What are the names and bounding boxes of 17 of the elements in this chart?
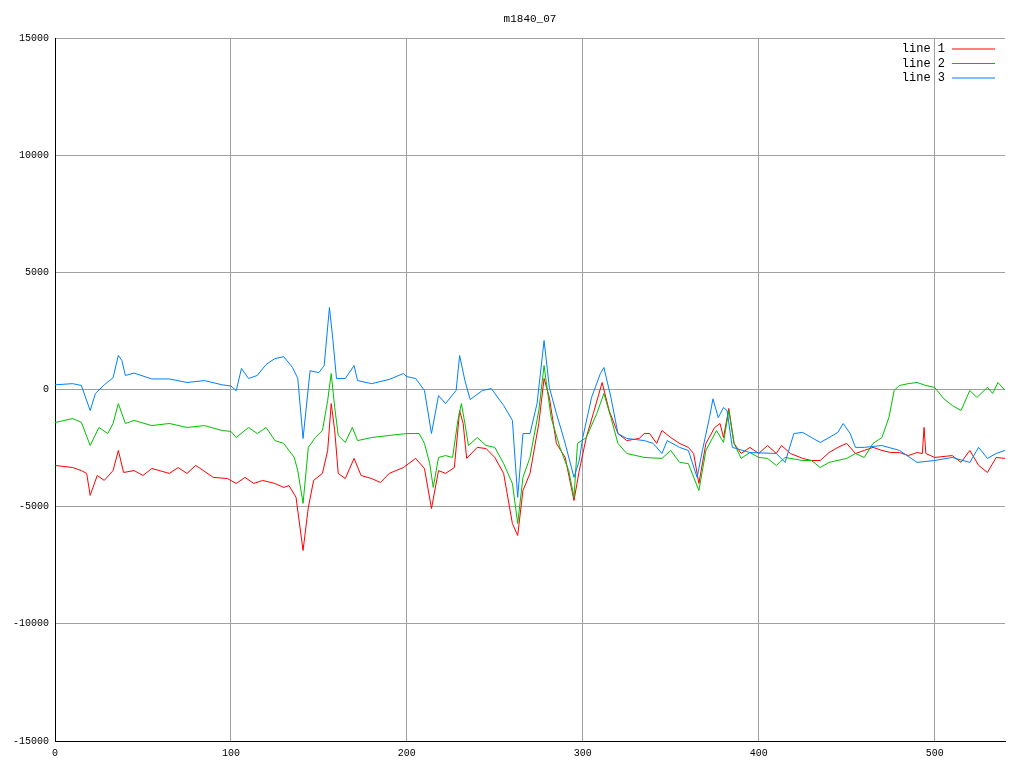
legend-label: line 2 bbox=[901, 56, 945, 71]
chart-title: m1840_07 bbox=[503, 12, 557, 25]
x-tick-label: 0 bbox=[51, 747, 59, 759]
y-tick-label: -5000 bbox=[18, 501, 49, 513]
x-tick-label: 300 bbox=[573, 747, 592, 759]
y-tick-label: 15000 bbox=[18, 32, 49, 44]
x-tick-label: 400 bbox=[749, 747, 768, 759]
legend-label: line 3 bbox=[901, 71, 945, 86]
y-tick-label: 10000 bbox=[18, 149, 49, 161]
y-tick-label: -10000 bbox=[12, 618, 49, 630]
legend-label: line 1 bbox=[901, 42, 945, 57]
x-tick-label: 100 bbox=[221, 747, 240, 759]
y-tick-label: 5000 bbox=[24, 266, 49, 278]
x-tick-label: 200 bbox=[397, 747, 416, 759]
y-tick-label: -15000 bbox=[12, 735, 49, 747]
y-tick-label: 0 bbox=[42, 384, 49, 396]
x-tick-label: 500 bbox=[925, 747, 944, 759]
